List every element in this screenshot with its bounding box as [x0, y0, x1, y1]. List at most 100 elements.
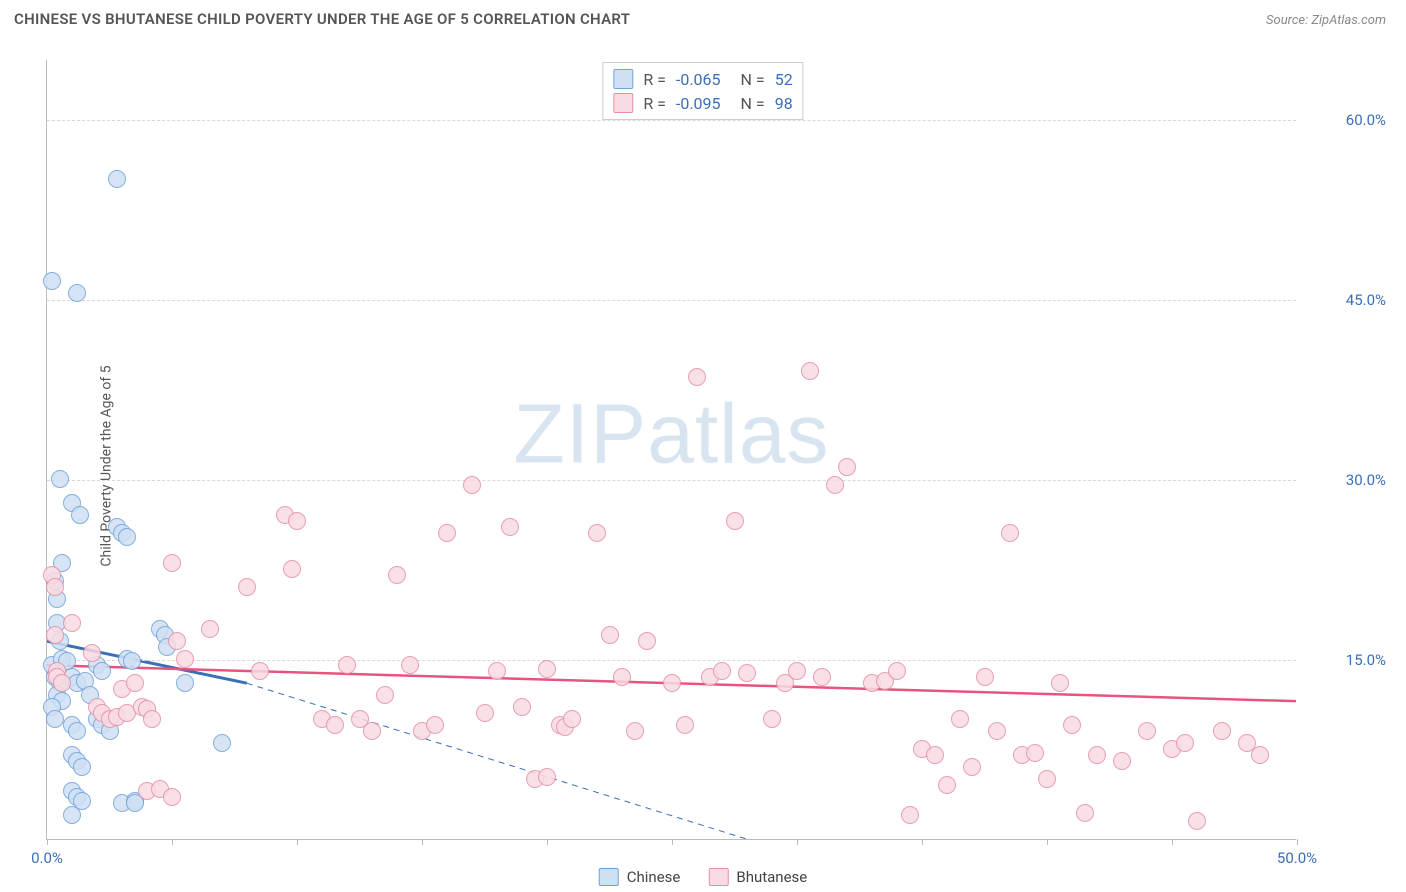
data-point: [168, 632, 186, 650]
legend-r-label: R =: [643, 70, 666, 89]
legend-swatch: [613, 69, 633, 89]
data-point: [1076, 804, 1094, 822]
data-point: [283, 560, 301, 578]
data-point: [1001, 524, 1019, 542]
data-point: [1138, 722, 1156, 740]
chart-container: Child Poverty Under the Age of 5 R =-0.0…: [0, 40, 1406, 892]
data-point: [63, 806, 81, 824]
gridline-h: [47, 660, 1296, 661]
x-tick-mark: [797, 839, 798, 845]
data-point: [1038, 770, 1056, 788]
data-point: [83, 644, 101, 662]
data-point: [288, 512, 306, 530]
data-point: [838, 458, 856, 476]
data-point: [376, 686, 394, 704]
data-point: [563, 710, 581, 728]
chart-title: CHINESE VS BHUTANESE CHILD POVERTY UNDER…: [14, 10, 630, 28]
gridline-h: [47, 480, 1296, 481]
data-point: [118, 528, 136, 546]
legend-swatch: [613, 93, 633, 113]
legend-item: Chinese: [599, 868, 681, 886]
x-tick-mark: [672, 839, 673, 845]
gridline-h: [47, 120, 1296, 121]
source-attribution: Source: ZipAtlas.com: [1266, 13, 1386, 28]
x-tick-label: 50.0%: [1277, 849, 1317, 867]
data-point: [951, 710, 969, 728]
data-point: [53, 674, 71, 692]
data-point: [513, 698, 531, 716]
x-tick-mark: [1047, 839, 1048, 845]
data-point: [71, 506, 89, 524]
data-point: [788, 662, 806, 680]
legend-r-value: -0.095: [676, 94, 721, 113]
data-point: [1063, 716, 1081, 734]
data-point: [108, 170, 126, 188]
data-point: [976, 668, 994, 686]
data-point: [626, 722, 644, 740]
data-point: [613, 668, 631, 686]
data-point: [401, 656, 419, 674]
data-point: [123, 652, 141, 670]
data-point: [763, 710, 781, 728]
data-point: [538, 660, 556, 678]
data-point: [688, 368, 706, 386]
legend-swatch: [599, 868, 619, 886]
data-point: [1251, 746, 1269, 764]
source-label: Source:: [1266, 13, 1308, 28]
data-point: [213, 734, 231, 752]
data-point: [988, 722, 1006, 740]
data-point: [1088, 746, 1106, 764]
data-point: [51, 470, 69, 488]
watermark-bold: ZIP: [513, 386, 647, 480]
watermark-thin: atlas: [647, 386, 829, 480]
data-point: [363, 722, 381, 740]
data-point: [43, 272, 61, 290]
data-point: [901, 806, 919, 824]
data-point: [1113, 752, 1131, 770]
data-point: [601, 626, 619, 644]
data-point: [713, 662, 731, 680]
data-point: [46, 710, 64, 728]
data-point: [926, 746, 944, 764]
data-point: [463, 476, 481, 494]
data-point: [338, 656, 356, 674]
data-point: [1026, 744, 1044, 762]
x-tick-mark: [297, 839, 298, 845]
data-point: [1051, 674, 1069, 692]
data-point: [63, 614, 81, 632]
gridline-h: [47, 300, 1296, 301]
data-point: [68, 284, 86, 302]
data-point: [963, 758, 981, 776]
data-point: [438, 524, 456, 542]
data-point: [726, 512, 744, 530]
data-point: [238, 578, 256, 596]
data-point: [1176, 734, 1194, 752]
legend-r-value: -0.065: [676, 70, 721, 89]
y-tick-label: 15.0%: [1306, 651, 1386, 669]
data-point: [176, 650, 194, 668]
x-tick-mark: [922, 839, 923, 845]
correlation-legend: R =-0.065N =52R =-0.095N =98: [602, 62, 803, 120]
data-point: [426, 716, 444, 734]
data-point: [163, 554, 181, 572]
legend-item: Bhutanese: [708, 868, 807, 886]
data-point: [488, 662, 506, 680]
data-point: [676, 716, 694, 734]
data-point: [826, 476, 844, 494]
legend-r-label: R =: [643, 94, 666, 113]
legend-n-value: 98: [775, 94, 793, 113]
source-link[interactable]: ZipAtlas.com: [1311, 13, 1386, 28]
legend-row: R =-0.095N =98: [613, 91, 792, 115]
data-point: [538, 768, 556, 786]
plot-area: ZIPatlas 15.0%30.0%45.0%60.0%0.0%50.0%: [46, 60, 1296, 840]
x-tick-mark: [422, 839, 423, 845]
x-tick-mark: [1172, 839, 1173, 845]
x-tick-label: 0.0%: [31, 849, 63, 867]
data-point: [588, 524, 606, 542]
data-point: [501, 518, 519, 536]
data-point: [143, 710, 161, 728]
x-tick-mark: [547, 839, 548, 845]
legend-label: Bhutanese: [736, 868, 807, 886]
data-point: [476, 704, 494, 722]
data-point: [888, 662, 906, 680]
